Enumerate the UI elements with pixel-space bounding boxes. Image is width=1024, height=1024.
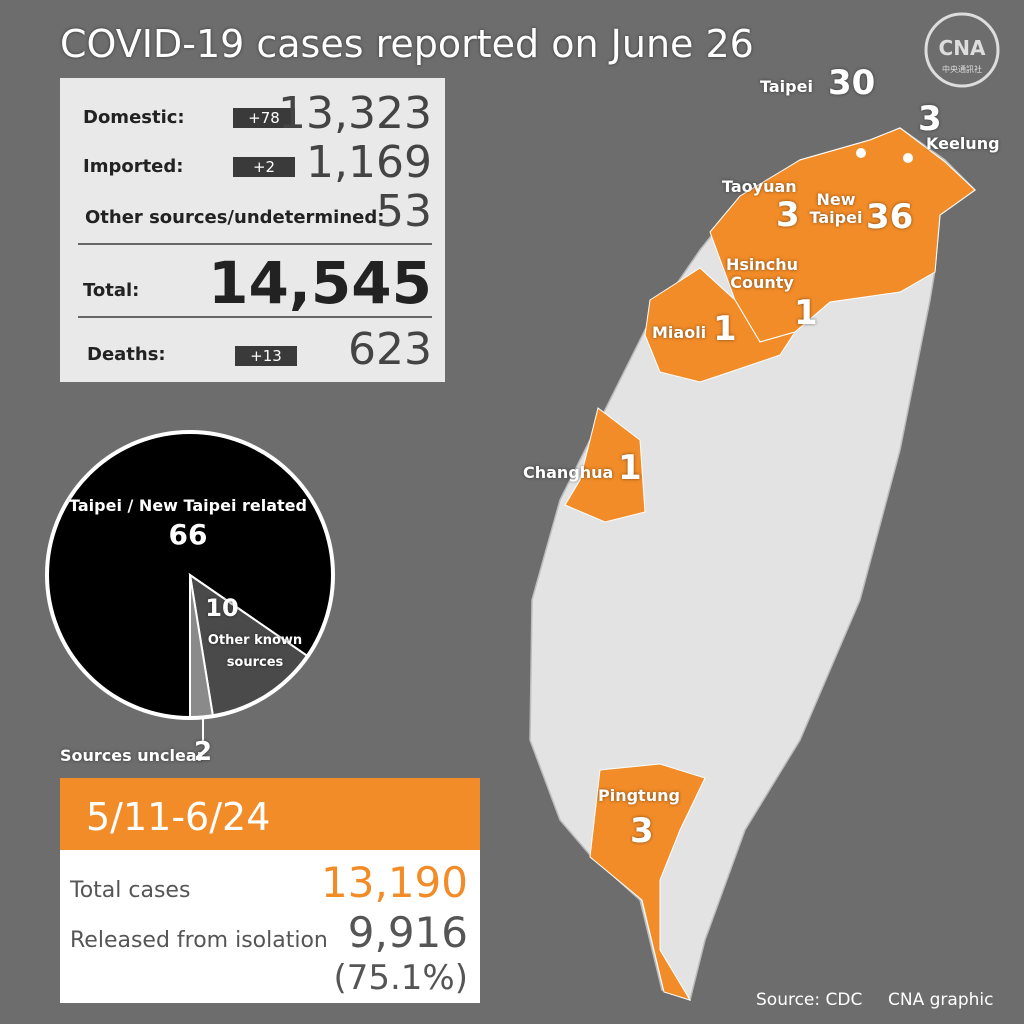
pie-label: Other known sources — [207, 633, 303, 670]
title: COVID-19 cases reported on June 26 — [60, 22, 754, 66]
stat-change: +78 — [233, 108, 295, 128]
pie-label: Sources unclear — [60, 746, 205, 765]
keelung-dot — [903, 153, 913, 163]
region-pingtung — [589, 763, 706, 1001]
region-value: 1 — [713, 309, 737, 349]
period-row-value: 13,190 — [321, 858, 468, 907]
region-name: Keelung — [926, 134, 1000, 153]
region-value: 36 — [866, 197, 914, 237]
region-name: New Taipei — [809, 190, 863, 227]
region-miaoli — [644, 267, 797, 383]
source: Source: CDC — [756, 990, 863, 1010]
period-label: 5/11-6/24 — [86, 795, 271, 839]
pie-value: 10 — [205, 594, 239, 622]
region-name: Pingtung — [598, 786, 680, 805]
region-name: Taipei — [760, 77, 813, 96]
stat-label: Total: — [83, 280, 140, 301]
stat-value: 623 — [348, 324, 432, 375]
period-row-label: Total cases — [70, 878, 191, 903]
pie-outline — [45, 430, 335, 720]
region-name: Hsinchu County — [725, 255, 799, 292]
period-row-value: 9,916 — [347, 908, 468, 957]
credit: CNA graphic — [888, 990, 994, 1010]
region-value: 1 — [618, 448, 642, 488]
stat-value: 13,323 — [278, 88, 432, 139]
pie-value: 2 — [194, 737, 213, 767]
period-header — [60, 778, 480, 850]
pie — [45, 430, 335, 720]
region-name: Taoyuan — [722, 177, 797, 196]
stat-label: Imported: — [83, 156, 184, 177]
taipei-dot — [856, 148, 866, 158]
region-value: 3 — [776, 195, 800, 235]
stat-change: +2 — [233, 157, 295, 177]
stat-value: 1,169 — [306, 137, 432, 188]
logo-subtext: 中央通訊社 — [942, 65, 982, 74]
logo-ring — [924, 12, 1000, 88]
region-value: 30 — [828, 63, 876, 103]
region-value: 3 — [918, 99, 942, 139]
region-name: Changhua — [523, 463, 614, 482]
stat-change: +13 — [235, 346, 297, 366]
stat-label: Deaths: — [87, 344, 166, 365]
logo: CNA — [938, 36, 986, 60]
total-value: 14,545 — [208, 249, 432, 317]
stat-label: Other sources/undetermined: — [85, 207, 385, 228]
region-value: 1 — [794, 293, 818, 333]
period-row-label: Released from isolation — [70, 928, 328, 953]
pie-value: 66 — [168, 518, 208, 551]
period-row-note: (75.1%) — [333, 958, 468, 998]
region-changhua — [564, 407, 646, 523]
region-value: 3 — [630, 811, 654, 851]
region-name: Miaoli — [652, 323, 707, 342]
stat-label: Domestic: — [83, 107, 185, 128]
stats-box — [60, 78, 445, 382]
period-box — [60, 850, 480, 1003]
stat-value: 53 — [376, 186, 432, 237]
pie-label: Taipei / New Taipei related — [69, 496, 307, 515]
